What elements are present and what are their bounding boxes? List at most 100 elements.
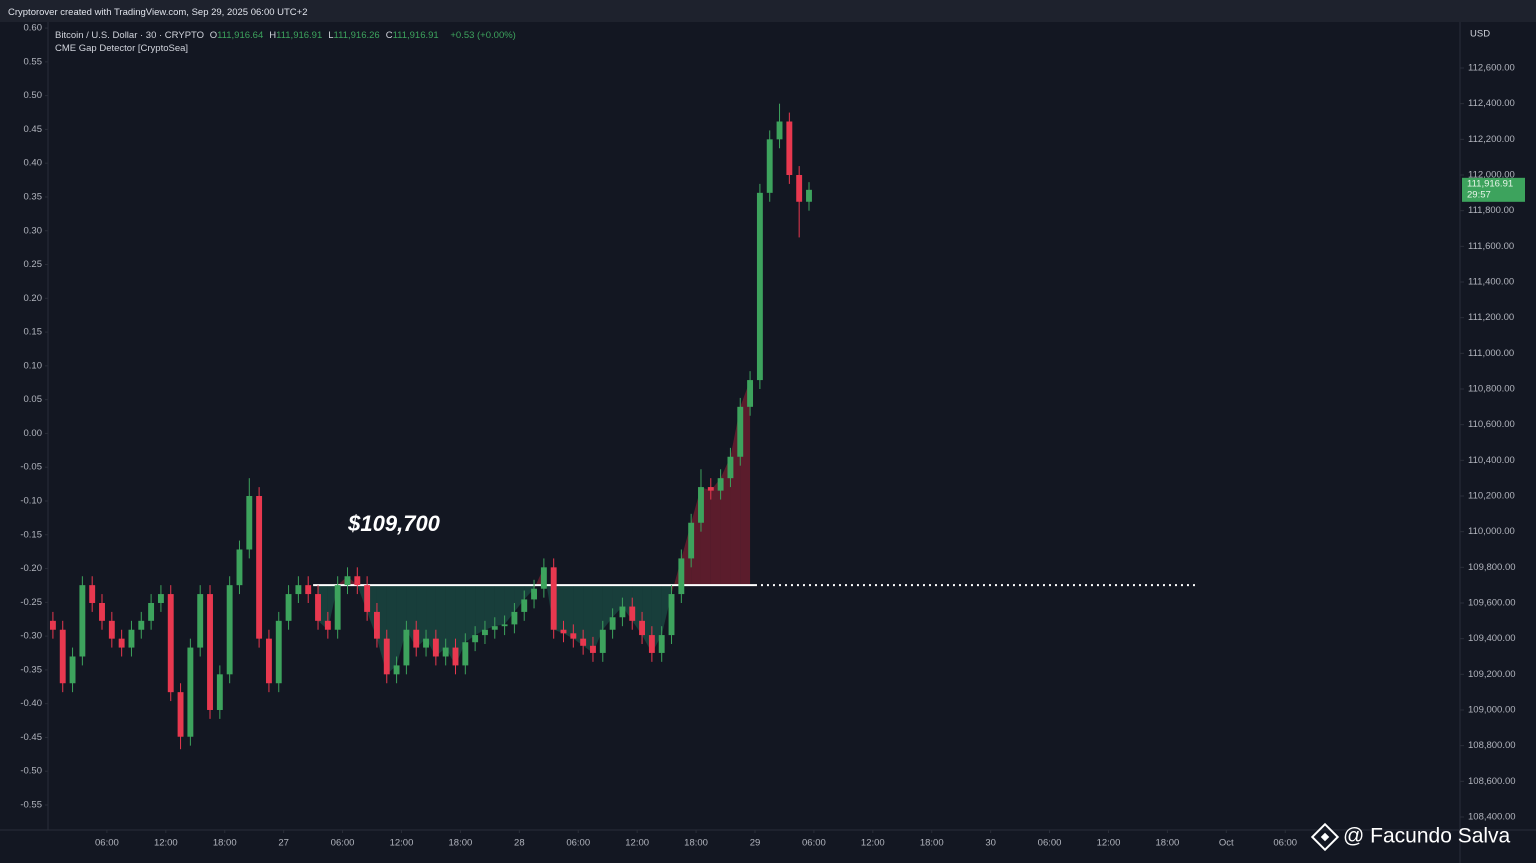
y-tick-label: 108,800.00: [1468, 740, 1516, 751]
y-tick-label: 111,400.00: [1468, 277, 1514, 288]
x-tick-label: 30: [985, 838, 996, 849]
candle-body: [629, 606, 636, 621]
candle-body: [69, 656, 76, 684]
gap-fill: [396, 585, 407, 666]
gap-fill: [573, 585, 584, 646]
y2-tick-label: 0.20: [24, 293, 43, 304]
y-tick-label: 112,600.00: [1468, 63, 1515, 74]
ohlc-key: H: [269, 30, 277, 41]
candle-body: [108, 620, 115, 639]
candle-body: [157, 594, 164, 603]
candle-body: [413, 629, 420, 648]
y2-tick-label: -0.45: [20, 732, 42, 743]
y2-tick-label: 0.40: [24, 158, 43, 169]
last-price-label: 111,916.91: [1467, 178, 1513, 189]
candle-body: [315, 594, 321, 621]
plot-area: [0, 22, 1460, 830]
y2-tick-label: 0.30: [24, 225, 43, 236]
candle-body: [707, 487, 714, 491]
candle-body: [442, 647, 449, 657]
candle-body: [344, 576, 351, 586]
y2-tick-label: -0.15: [20, 529, 42, 540]
price-axis: [1460, 22, 1536, 863]
gap-fill: [583, 585, 593, 653]
x-tick-label: 12:00: [625, 838, 649, 849]
currency: USD: [1470, 29, 1490, 40]
ohlc-key: O: [209, 30, 218, 41]
y-tick-label: 111,800.00: [1468, 205, 1514, 216]
legend-row: Bitcoin / U.S. Dollar · 30 · CRYPTO O111…: [55, 29, 522, 42]
candle-body: [521, 599, 528, 612]
candle-body: [590, 645, 596, 653]
candle-body: [177, 692, 184, 737]
y-tick-label: 110,800.00: [1468, 384, 1515, 395]
x-tick-label: 06:00: [95, 838, 119, 849]
gap-fill: [563, 585, 574, 639]
y-tick-label: 110,200.00: [1468, 491, 1515, 502]
candle-body: [207, 594, 213, 710]
candle-body: [727, 456, 734, 479]
candle-body: [806, 189, 812, 202]
credit: Cryptorover created with TradingView.com…: [8, 7, 308, 18]
candle-body: [678, 558, 685, 595]
y-tick-label: 109,000.00: [1468, 705, 1516, 716]
candle-body: [658, 635, 665, 653]
candle-body: [698, 487, 704, 523]
y2-tick-label: 0.00: [24, 428, 43, 439]
x-tick-label: 18:00: [920, 838, 944, 849]
y-tick-label: 110,000.00: [1468, 526, 1515, 537]
candle-body: [118, 638, 125, 648]
x-tick-label: 18:00: [213, 838, 237, 849]
y-tick-label: 108,600.00: [1468, 776, 1516, 787]
candle-body: [756, 192, 763, 381]
candle-body: [560, 629, 567, 634]
countdown: 29:57: [1467, 189, 1491, 200]
y2-tick-label: 0.55: [24, 56, 43, 67]
candle-body: [383, 638, 390, 675]
ohlc-value: 111,916.26: [333, 30, 380, 41]
y2-tick-label: -0.50: [20, 766, 42, 777]
ohlc-value: 111,916.91: [276, 30, 323, 41]
y2-tick-label: 0.25: [24, 259, 43, 270]
y-tick-label: 111,600.00: [1468, 241, 1514, 252]
candle-body: [305, 585, 312, 595]
x-tick-label: 12:00: [154, 838, 178, 849]
candle-body: [452, 647, 459, 666]
candle-body: [295, 585, 302, 595]
candle-body: [688, 522, 695, 559]
candle-body: [99, 602, 105, 621]
x-tick-label: 27: [278, 838, 289, 849]
candle-body: [668, 594, 675, 636]
candle-body: [167, 594, 174, 693]
gap-fill: [592, 585, 603, 653]
candle-body: [639, 620, 646, 636]
ohlc-key: L: [328, 30, 334, 41]
candle-body: [79, 585, 86, 657]
indicator: CME Gap Detector [CryptoSea]: [55, 43, 189, 54]
candle-body: [501, 624, 508, 627]
y2-tick-label: -0.40: [20, 698, 42, 709]
candle-body: [373, 611, 380, 639]
ohlc-value: 111,916.64: [217, 30, 264, 41]
candle-body: [786, 121, 793, 176]
y-tick-label: 112,000.00: [1468, 170, 1515, 181]
candle-body: [393, 665, 400, 675]
y-tick-label: 111,000.00: [1468, 348, 1514, 359]
y-tick-label: 110,400.00: [1468, 455, 1515, 466]
candle-body: [550, 567, 557, 630]
candle-body: [197, 594, 204, 648]
x-tick-label: 06:00: [1038, 838, 1062, 849]
candle-body: [462, 642, 469, 666]
y2-tick-label: 0.15: [24, 327, 43, 338]
candle-body: [423, 638, 429, 648]
candle-body: [482, 629, 488, 636]
last-price-box: [1462, 177, 1525, 202]
x-tick-label: 06:00: [331, 838, 355, 849]
ohlc-key: C: [385, 30, 393, 41]
candle-body: [747, 380, 754, 407]
gap-fill: [612, 585, 623, 618]
x-tick-label: 06:00: [1273, 838, 1297, 849]
candle-body: [89, 585, 96, 603]
y2-tick-label: 0.05: [24, 394, 43, 405]
